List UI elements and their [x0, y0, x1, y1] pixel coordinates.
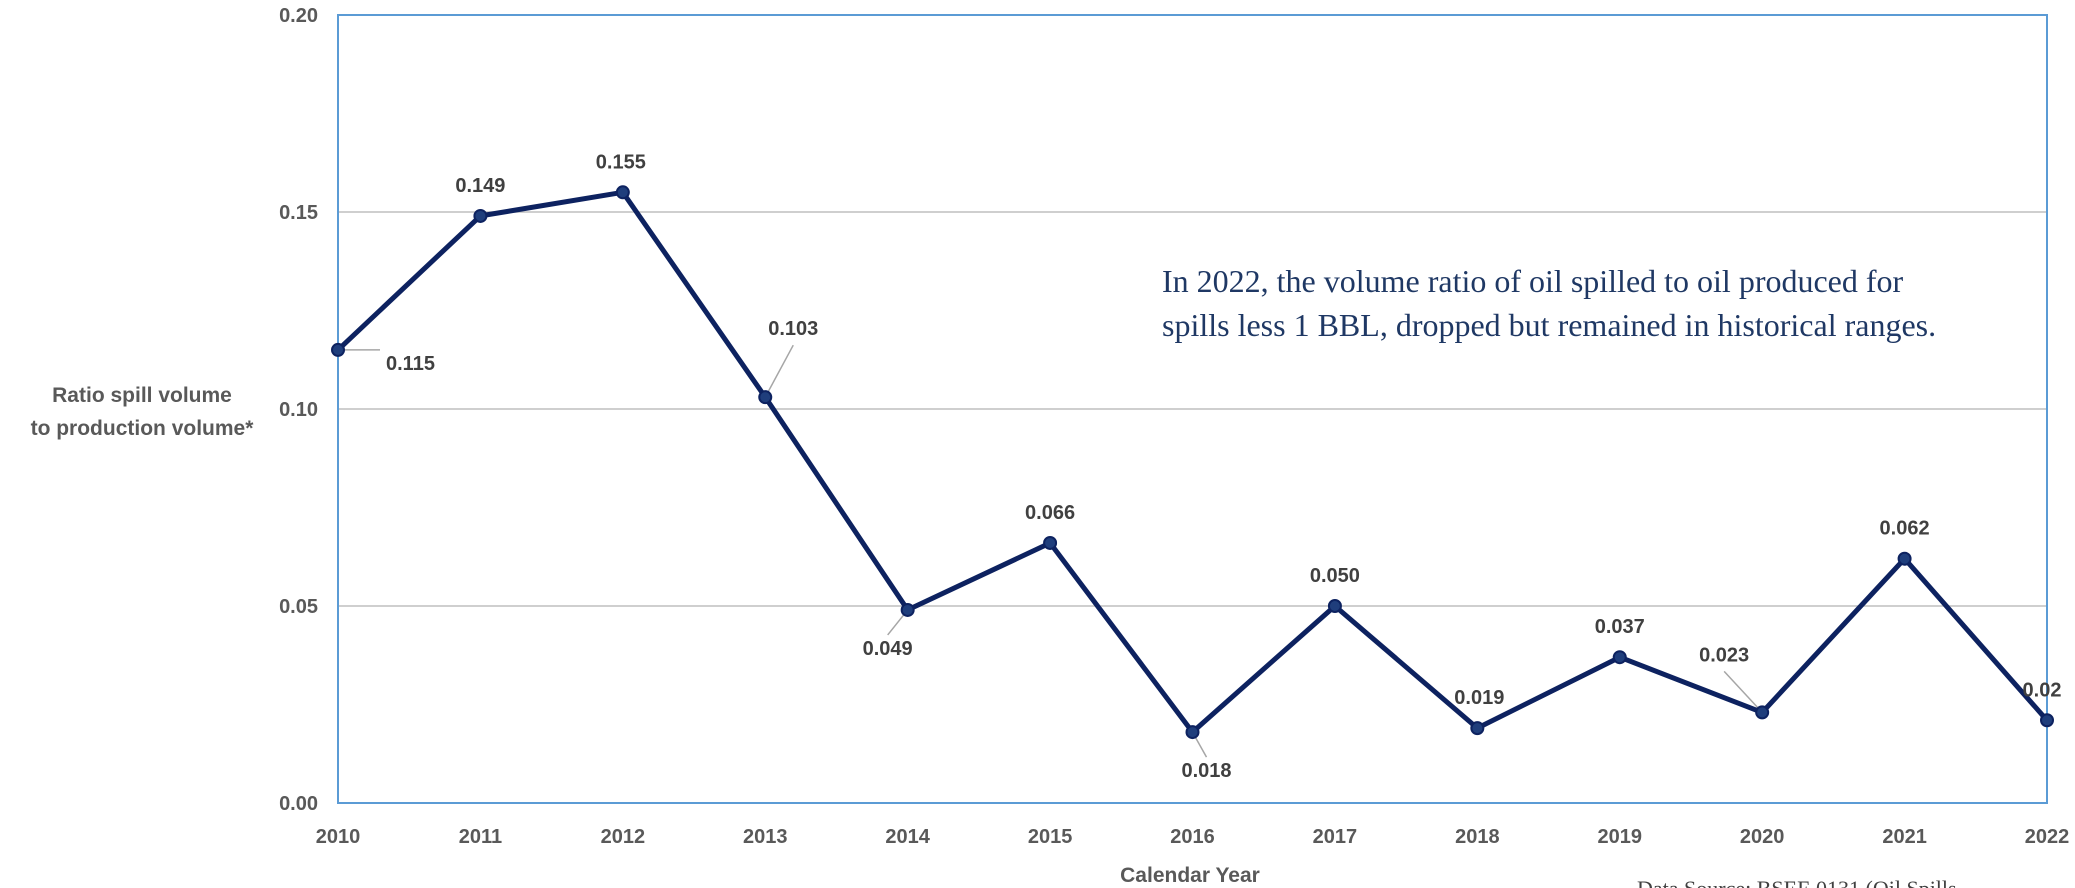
x-tick-label: 2018 [1455, 826, 1500, 848]
y-tick-label: 0.10 [279, 399, 318, 421]
data-label: 0.103 [768, 318, 818, 340]
data-label: 0.155 [596, 151, 646, 173]
data-point [1897, 551, 1912, 566]
data-source-note: Data Source: BSEE 0131 (Oil Spills [1637, 876, 1957, 888]
y-axis-title-line-1: Ratio spill volume [52, 384, 232, 407]
x-tick-label: 2020 [1740, 826, 1785, 848]
data-label: 0.066 [1025, 502, 1075, 524]
data-label: 0.062 [1880, 518, 1930, 540]
data-point [1755, 705, 1770, 720]
annotation-line-1: In 2022, the volume ratio of oil spilled… [1162, 263, 1904, 299]
data-label: 0.149 [455, 175, 505, 197]
data-point [1185, 725, 1200, 740]
x-axis-title: Calendar Year [1120, 864, 1260, 887]
data-series [331, 185, 2054, 740]
y-tick-label: 0.15 [279, 202, 318, 224]
data-point [473, 208, 488, 223]
y-tick-label: 0.00 [279, 793, 318, 815]
data-label: 0.115 [386, 353, 435, 375]
gridlines [338, 211, 2047, 607]
x-tick-label: 2022 [2025, 826, 2070, 848]
data-point [758, 390, 773, 405]
x-tick-label: 2021 [1882, 826, 1927, 848]
y-axis-title-line-2: to production volume* [31, 417, 255, 440]
y-tick-label: 0.05 [279, 596, 318, 618]
data-point [1327, 599, 1342, 613]
data-label: 0.018 [1181, 760, 1231, 782]
data-label: 0.019 [1454, 687, 1504, 709]
data-point [331, 342, 345, 357]
x-tick-label: 2017 [1313, 826, 1358, 848]
y-tick-label: 0.20 [279, 5, 318, 27]
data-point [1043, 535, 1058, 550]
data-point [615, 185, 630, 200]
x-tick-label: 2010 [316, 826, 361, 848]
x-tick-label: 2014 [885, 826, 930, 848]
leader-line [764, 344, 794, 398]
x-tick-label: 2013 [743, 826, 788, 848]
x-tick-label: 2019 [1598, 826, 1643, 848]
data-labels: 0.115 0.149 0.155 0.103 0.049 0.066 0.018 0.050… [386, 151, 2061, 782]
data-label: 0.050 [1310, 565, 1360, 587]
annotation-line-2: spills less 1 BBL, dropped but remained … [1162, 307, 1936, 343]
data-point [900, 602, 915, 617]
x-tick-labels: 2010 2011 2012 2013 2014 2015 2016 2017 2018 2019… [316, 826, 2070, 848]
x-tick-label: 2011 [459, 826, 502, 848]
data-label: 0.037 [1595, 616, 1645, 638]
data-label: 0.023 [1699, 644, 1749, 666]
y-tick-labels: 0.00 0.05 0.10 0.15 0.20 [279, 5, 318, 815]
data-label: 0.049 [863, 638, 913, 660]
x-tick-label: 2012 [601, 826, 646, 848]
x-tick-label: 2015 [1028, 826, 1073, 848]
data-label: 0.02 [2023, 679, 2062, 701]
x-tick-label: 2016 [1170, 826, 1215, 848]
leader-line [1723, 670, 1763, 713]
data-point [1612, 650, 1627, 665]
plot-area-border [337, 14, 2048, 804]
data-point [1470, 721, 1485, 736]
data-point [2040, 713, 2054, 728]
